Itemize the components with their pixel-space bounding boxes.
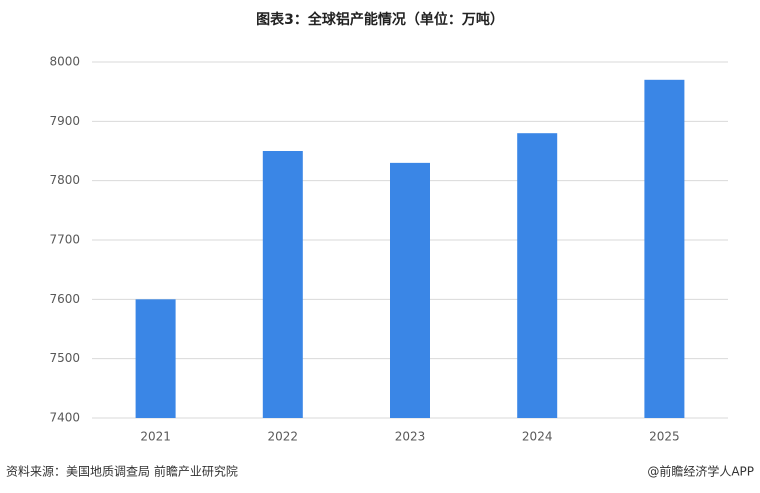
bar [135,299,176,418]
x-tick-label: 2023 [395,430,426,444]
chart-title: 图表3：全球铝产能情况（单位：万吨） [256,11,504,28]
x-tick-label: 2022 [268,430,299,444]
x-tick-label: 2021 [140,430,171,444]
bar [517,133,558,418]
y-tick-label: 7800 [49,173,80,187]
x-tick-label: 2025 [649,430,680,444]
credit: @前瞻经济学人APP [647,464,754,479]
source-note: 资料来源：美国地质调查局 前瞻产业研究院 [6,464,238,479]
y-tick-label: 7400 [49,411,80,425]
y-tick-label: 7600 [49,292,80,306]
bar [262,151,303,418]
y-tick-label: 7900 [49,114,80,128]
x-tick-label: 2024 [522,430,553,444]
bar [390,162,430,418]
y-tick-label: 7500 [49,351,80,365]
y-tick-label: 8000 [49,55,80,69]
bar [644,79,685,419]
y-tick-label: 7700 [49,233,80,247]
